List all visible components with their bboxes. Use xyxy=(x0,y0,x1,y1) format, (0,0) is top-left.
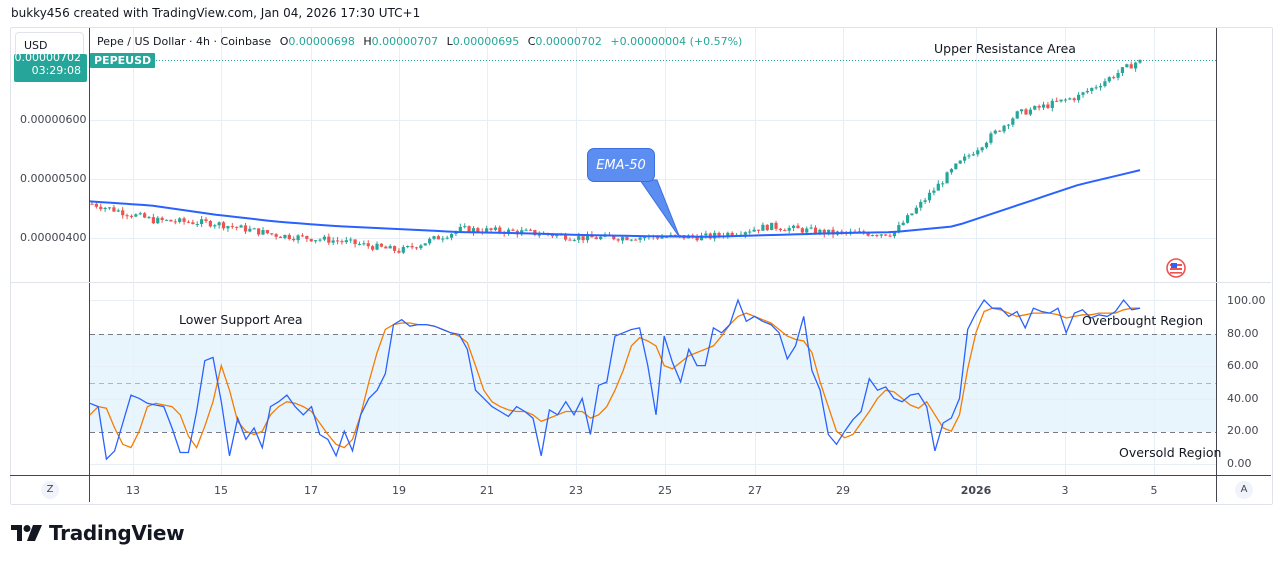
tradingview-logo-text: TradingView xyxy=(49,521,185,545)
time-axis-label: 5 xyxy=(1150,484,1158,497)
time-axis-label: 23 xyxy=(569,484,583,497)
lower-support-label: Lower Support Area xyxy=(179,312,303,327)
auto-scale-button[interactable]: A xyxy=(1235,481,1253,499)
ema-50-line xyxy=(89,169,1141,238)
zoom-reset-button[interactable]: Z xyxy=(41,481,59,499)
stoch-axis-label: 20.00 xyxy=(1227,424,1259,437)
time-axis-label: 25 xyxy=(658,484,672,497)
time-axis-label: 29 xyxy=(836,484,850,497)
high-value: 0.00000707 xyxy=(371,35,439,48)
currency-button[interactable]: USD xyxy=(15,32,84,57)
price-axis-label: 0.00000600 xyxy=(20,113,87,126)
stoch-axis-label: 40.00 xyxy=(1227,392,1259,405)
last-price-tag: 0.00000702 03:29:08 xyxy=(14,54,87,82)
close-value: 0.00000702 xyxy=(535,35,602,48)
time-axis-label: 15 xyxy=(214,484,228,497)
symbol-tag: PEPEUSD xyxy=(90,53,156,68)
ema-callout: EMA-50 xyxy=(587,148,655,182)
overbought-label: Overbought Region xyxy=(1082,313,1204,328)
us-flag-icon xyxy=(1166,258,1186,278)
time-axis-label: 21 xyxy=(480,484,494,497)
time-axis-label: 13 xyxy=(126,484,140,497)
change-value: +0.00000004 (+0.57%) xyxy=(610,35,743,48)
time-axis-label: 19 xyxy=(392,484,406,497)
stoch-axis-label: 0.00 xyxy=(1227,457,1252,470)
symbol-description: Pepe / US Dollar · 4h · Coinbase xyxy=(97,35,272,48)
symbol-legend: Pepe / US Dollar · 4h · Coinbase O0.0000… xyxy=(97,35,743,48)
stoch-d-line xyxy=(89,307,1140,449)
price-axis-label: 0.00000400 xyxy=(20,231,87,244)
price-axis-label: 0.00000500 xyxy=(20,172,87,185)
stoch-axis-label: 80.00 xyxy=(1227,327,1259,340)
stoch-k-line xyxy=(89,298,1141,461)
time-axis-label: 17 xyxy=(304,484,318,497)
tradingview-logo-icon xyxy=(11,525,42,541)
stoch-axis-label: 100.00 xyxy=(1227,294,1266,307)
tradingview-logo[interactable]: TradingView xyxy=(11,521,185,545)
last-price: 0.00000702 xyxy=(14,54,81,64)
stoch-axis-label: 60.00 xyxy=(1227,359,1259,372)
time-axis-label: 27 xyxy=(748,484,762,497)
time-axis-label: 2026 xyxy=(960,484,992,497)
bar-countdown: 03:29:08 xyxy=(31,64,81,77)
low-value: 0.00000695 xyxy=(452,35,520,48)
ema-callout-pointer xyxy=(639,179,681,239)
time-axis-label: 3 xyxy=(1061,484,1069,497)
chart-credit: bukky456 created with TradingView.com, J… xyxy=(11,6,421,20)
oversold-label: Oversold Region xyxy=(1119,445,1222,460)
open-value: 0.00000698 xyxy=(288,35,355,48)
upper-resistance-label: Upper Resistance Area xyxy=(934,41,1076,56)
